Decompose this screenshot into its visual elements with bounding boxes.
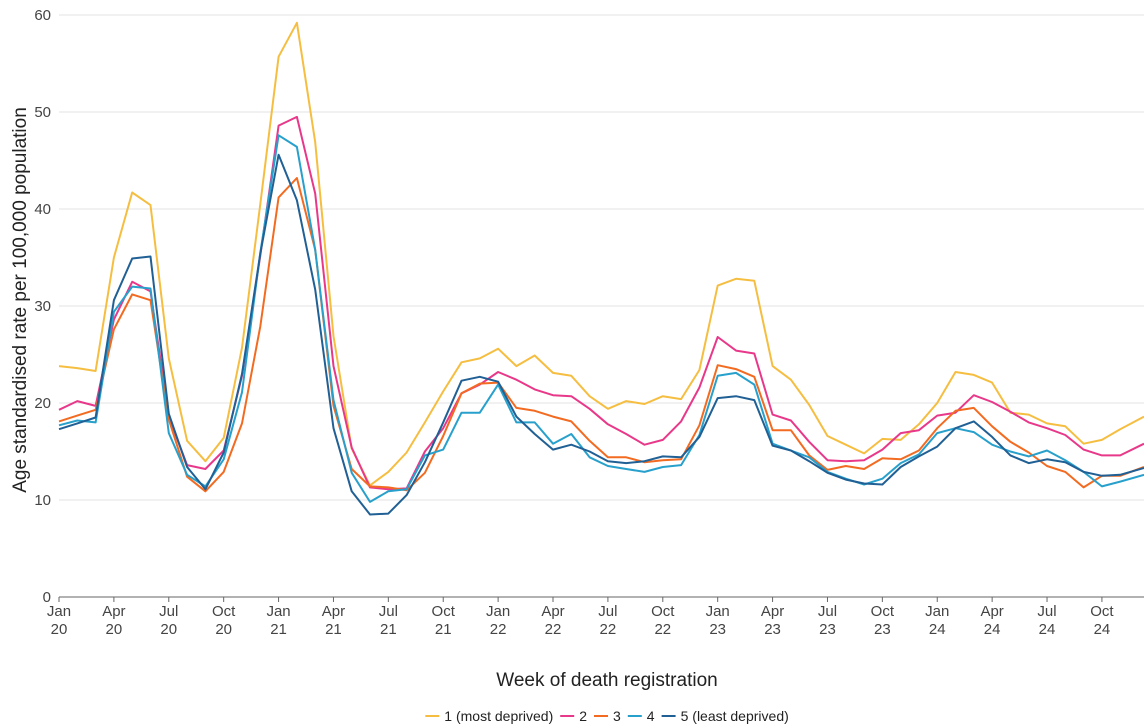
x-tick-label-year: 24 <box>1039 621 1056 638</box>
x-tick-label-month: Jul <box>818 603 837 620</box>
x-tick-label-year: 21 <box>325 621 342 638</box>
x-tick-label-month: Jan <box>706 603 730 620</box>
legend-label: 1 (most deprived) <box>444 708 553 724</box>
x-tick-label-year: 23 <box>874 621 891 638</box>
x-tick-label-year: 22 <box>654 621 671 638</box>
y-tick-label: 60 <box>34 7 51 24</box>
series-line-5 <box>58 153 1144 516</box>
series-line-3 <box>58 177 1144 493</box>
x-tick-label-year: 21 <box>435 621 452 638</box>
series-lines <box>58 21 1144 516</box>
x-tick-label-year: 23 <box>764 621 781 638</box>
x-tick-label-year: 24 <box>984 621 1001 638</box>
x-tick-label-year: 23 <box>819 621 836 638</box>
series-line-2 <box>58 115 1144 491</box>
x-tick-label-month: Oct <box>432 603 456 620</box>
x-tick-label-year: 20 <box>160 621 177 638</box>
x-tick-label-month: Oct <box>212 603 236 620</box>
x-tick-label-year: 24 <box>929 621 946 638</box>
x-axis-ticks: Jan20Apr20Jul20Oct20Jan21Apr21Jul21Oct21… <box>47 597 1114 638</box>
x-tick-label-year: 20 <box>51 621 68 638</box>
x-tick-label-year: 21 <box>270 621 287 638</box>
x-tick-label-month: Oct <box>871 603 895 620</box>
x-tick-label-month: Jul <box>379 603 398 620</box>
x-tick-label-year: 22 <box>545 621 562 638</box>
y-tick-label: 50 <box>34 104 51 121</box>
x-tick-label-month: Oct <box>1090 603 1114 620</box>
x-tick-label-year: 20 <box>106 621 123 638</box>
x-tick-label-month: Jul <box>598 603 617 620</box>
y-tick-label: 40 <box>34 201 51 218</box>
x-tick-label-month: Jan <box>925 603 949 620</box>
series-line-1 <box>58 21 1144 487</box>
x-tick-label-year: 24 <box>1094 621 1111 638</box>
x-tick-label-month: Apr <box>322 603 345 620</box>
x-tick-label-year: 21 <box>380 621 397 638</box>
x-tick-label-month: Oct <box>651 603 675 620</box>
x-axis-title: Week of death registration <box>496 670 717 691</box>
x-tick-label-month: Apr <box>102 603 125 620</box>
x-tick-label-month: Jan <box>47 603 71 620</box>
y-tick-label: 0 <box>43 589 51 606</box>
legend-item-5: 5 (least deprived) <box>661 708 789 724</box>
y-tick-label: 20 <box>34 395 51 412</box>
x-tick-label-year: 23 <box>709 621 726 638</box>
legend-label: 3 <box>613 708 621 724</box>
y-tick-label: 30 <box>34 298 51 315</box>
x-tick-label-month: Jan <box>266 603 290 620</box>
legend-item-1: 1 (most deprived) <box>425 708 553 724</box>
y-tick-label: 10 <box>34 492 51 509</box>
legend-item-4: 4 <box>627 708 655 724</box>
x-tick-label-year: 22 <box>600 621 617 638</box>
x-tick-label-month: Apr <box>980 603 1003 620</box>
x-tick-label-month: Jan <box>486 603 510 620</box>
x-tick-label-month: Jul <box>159 603 178 620</box>
legend: 1 (most deprived) 2 3 4 5 (least deprived) <box>425 708 789 724</box>
legend-item-2: 2 <box>560 708 587 724</box>
x-tick-label-month: Jul <box>1037 603 1056 620</box>
legend-label: 2 <box>579 708 587 724</box>
series-line-4 <box>58 134 1144 503</box>
x-tick-label-month: Apr <box>761 603 784 620</box>
y-axis-ticks: 0 10 20 30 40 50 60 <box>34 7 51 606</box>
legend-label: 5 (least deprived) <box>681 708 789 724</box>
legend-item-3: 3 <box>594 708 621 724</box>
x-tick-label-year: 22 <box>490 621 507 638</box>
x-tick-label-year: 20 <box>215 621 232 638</box>
legend-label: 4 <box>647 708 655 724</box>
y-axis-title: Age standardised rate per 100,000 popula… <box>10 107 31 493</box>
x-tick-label-month: Apr <box>541 603 564 620</box>
